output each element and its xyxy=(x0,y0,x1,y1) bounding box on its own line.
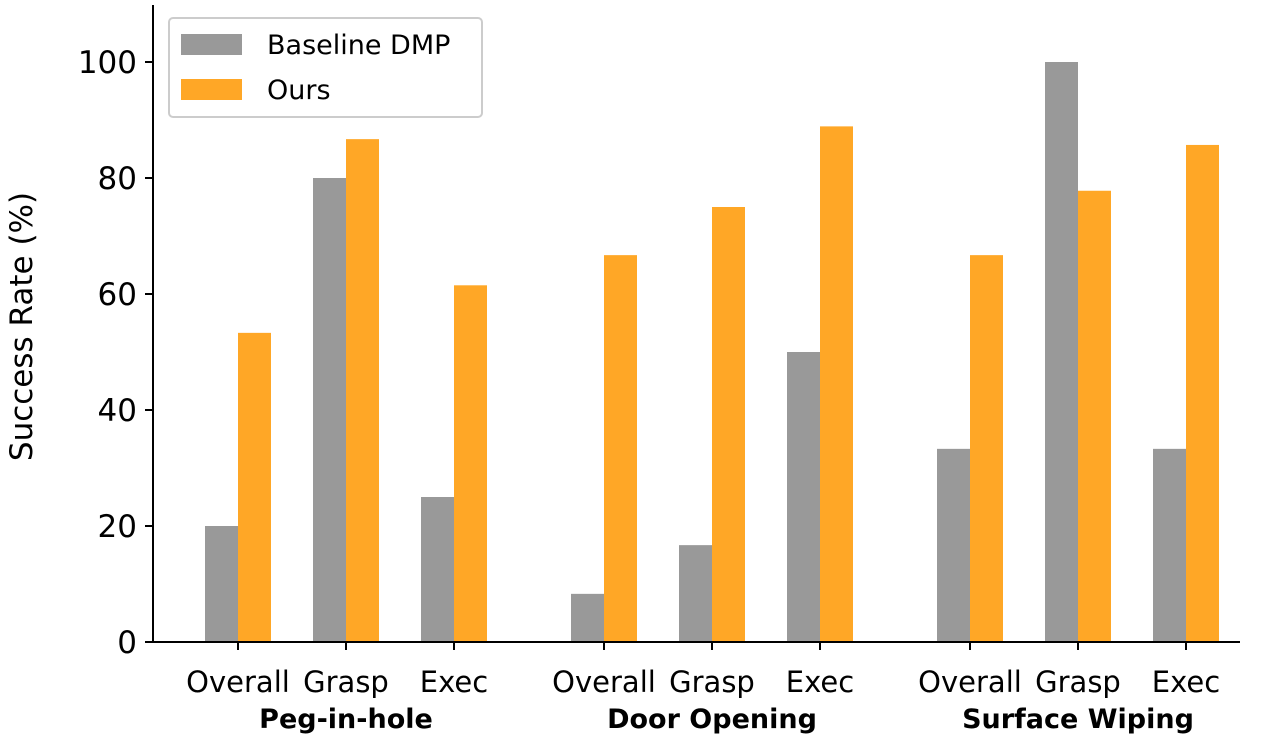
baseline-bar xyxy=(421,497,454,642)
x-tick-label: Exec xyxy=(1152,665,1220,699)
legend-swatch xyxy=(181,34,242,55)
baseline-bar xyxy=(571,593,604,642)
ours-bar xyxy=(238,332,271,642)
ours-bar xyxy=(1186,144,1219,642)
y-tick-label: 80 xyxy=(98,161,137,197)
baseline-bar xyxy=(205,526,238,642)
ours-bar xyxy=(820,126,853,642)
y-tick-label: 20 xyxy=(98,509,137,545)
legend-swatch xyxy=(181,79,242,100)
y-tick-label: 60 xyxy=(98,277,137,313)
ours-bar xyxy=(454,285,487,642)
x-tick-label: Overall xyxy=(186,665,290,699)
legend-label: Ours xyxy=(267,75,331,106)
axes-layer: 0 20 40 60 80 100 Success Rate (%) Overall Grasp… xyxy=(4,5,1240,735)
legend: Baseline DMP Ours xyxy=(168,17,483,118)
x-tick-label: Grasp xyxy=(1035,665,1121,699)
group-label: Surface Wiping xyxy=(962,704,1194,735)
bars-layer xyxy=(205,62,1219,642)
y-tick-label: 0 xyxy=(117,625,137,661)
ours-bar xyxy=(604,255,637,642)
baseline-bar xyxy=(679,545,712,642)
x-tick-label: Grasp xyxy=(303,665,389,699)
ours-bar xyxy=(712,207,745,642)
baseline-bar xyxy=(787,352,820,642)
y-axis-label: Success Rate (%) xyxy=(4,192,40,461)
x-tick-label: Exec xyxy=(420,665,488,699)
ours-bar xyxy=(346,139,379,642)
legend-box xyxy=(168,17,483,118)
baseline-bar xyxy=(1045,62,1078,642)
group-label: Peg-in-hole xyxy=(259,704,433,735)
group-label: Door Opening xyxy=(607,704,817,735)
ours-bar xyxy=(970,255,1003,642)
x-tick-label: Exec xyxy=(786,665,854,699)
baseline-bar xyxy=(937,448,970,642)
x-tick-label: Overall xyxy=(918,665,1022,699)
baseline-bar xyxy=(313,178,346,642)
y-tick-label: 100 xyxy=(78,45,137,81)
ours-bar xyxy=(1078,190,1111,642)
baseline-bar xyxy=(1153,448,1186,642)
x-tick-label: Grasp xyxy=(669,665,755,699)
legend-label: Baseline DMP xyxy=(267,30,450,61)
x-tick-label: Overall xyxy=(552,665,656,699)
y-tick-label: 40 xyxy=(98,393,137,429)
